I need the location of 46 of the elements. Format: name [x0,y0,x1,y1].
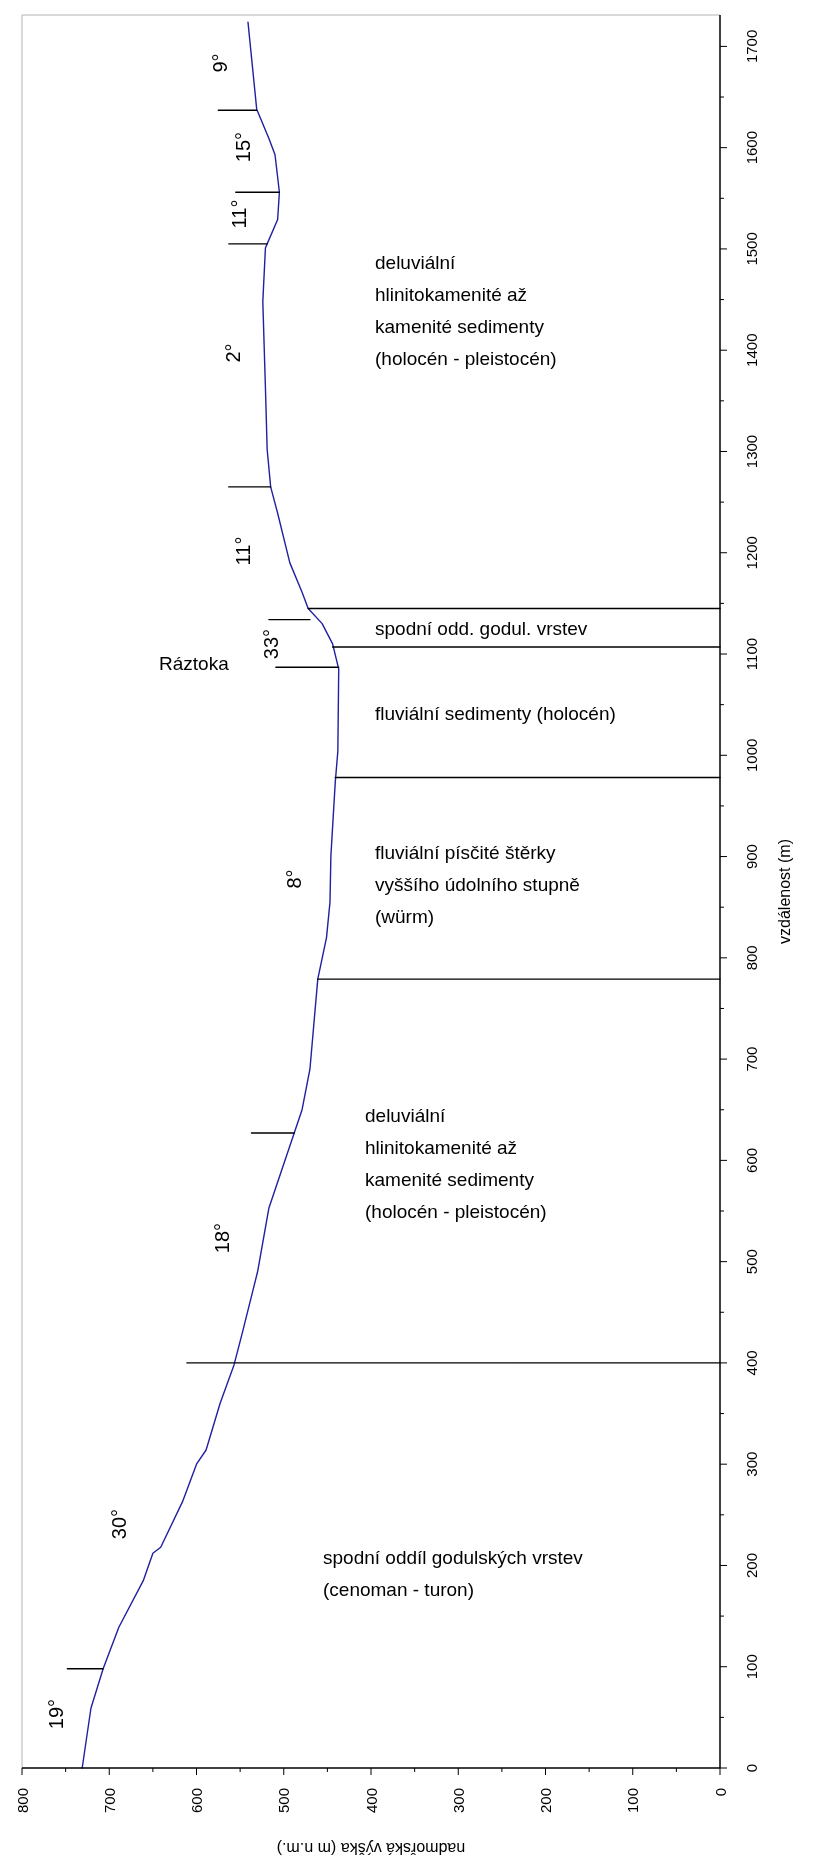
y-tick-label: 1600 [743,130,760,165]
x-tick-label: 400 [362,1788,380,1814]
y-tick-label: 1100 [743,637,760,671]
y-axis-title: vzdálenost (m) [776,839,793,944]
annotation: 30° [108,1508,130,1540]
annotation: 19° [45,1698,67,1730]
x-tick-label: 700 [100,1788,118,1814]
y-tick-label: 500 [743,1249,760,1275]
y-tick-label: 1000 [743,738,760,772]
x-tick-label: 800 [13,1788,31,1814]
annotation: fluviální písčité štěrky vyššího údolního stupně (würm) [375,841,580,927]
x-tick-label: 500 [275,1788,293,1814]
y-tick-label: 1300 [743,434,760,469]
y-tick-label: 0 [743,1763,760,1773]
annotation: 2° [222,343,244,363]
x-tick-label: 100 [624,1788,642,1814]
y-tick-label: 1400 [743,333,760,367]
annotation: spodní odd. godul. vrstev [375,617,588,639]
annotation: 11° [228,199,250,229]
annotation: 33° [260,628,282,660]
annotation: fluviální sedimenty (holocén) [375,702,616,724]
annotation: 11° [232,536,254,566]
y-tick-label: 900 [743,844,760,870]
y-tick-label: 600 [743,1147,760,1173]
x-tick-label: 300 [449,1788,467,1814]
y-tick-label: 300 [743,1451,760,1477]
y-tick-label: 800 [743,945,760,971]
annotation: 18° [211,1222,233,1254]
y-tick-label: 200 [743,1552,760,1578]
y-tick-label: 100 [743,1654,760,1680]
annotation: 15° [232,131,254,163]
x-axis-title: nadmořská výška (m n.m.) [276,1839,466,1857]
y-tick-label: 1700 [743,29,760,64]
y-tick-label: 1500 [743,232,760,266]
annotation: deluviální hlinitokamenité až kamenité sedimenty (holocén - pleistocén) [375,251,557,369]
annotation: deluviální hlinitokamenité až kamenité sedimenty (holocén - pleistocén) [365,1104,547,1222]
x-tick-label: 0 [711,1788,729,1797]
y-tick-label: 400 [743,1350,760,1376]
x-tick-label: 200 [537,1788,554,1814]
y-tick-label: 700 [743,1046,760,1072]
y-tick-label: 1200 [743,536,760,570]
x-tick-label: 600 [188,1788,205,1814]
annotation: 9° [209,53,231,73]
annotation: 8° [283,869,305,889]
annotation: Ráztoka [159,652,230,674]
annotation: spodní oddíl godulských vrstev (cenoman - turon) [323,1546,584,1600]
